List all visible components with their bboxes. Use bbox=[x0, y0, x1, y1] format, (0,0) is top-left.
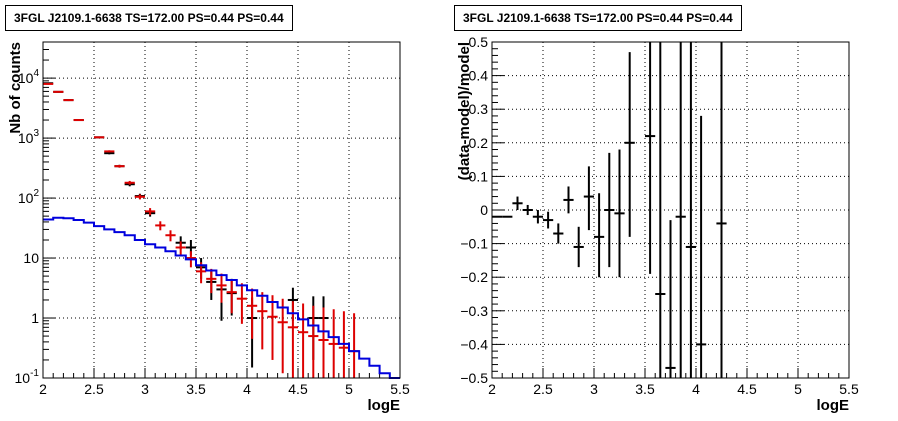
x-tick-label: 5 bbox=[794, 381, 802, 397]
y-tick-label: 102 bbox=[18, 188, 40, 206]
y-tick-label: 10-1 bbox=[15, 368, 40, 386]
y-tick-label: 0 bbox=[480, 202, 488, 218]
x-tick-label: 3.5 bbox=[186, 381, 206, 397]
chart-title: 3FGL J2109.1-6638 TS=172.00 PS=0.44 PS=0… bbox=[454, 5, 742, 31]
model-step-line bbox=[43, 216, 400, 379]
plot-frame bbox=[42, 41, 401, 379]
x-tick-label: 2.5 bbox=[533, 381, 553, 397]
x-tick-label: 4.5 bbox=[288, 381, 308, 397]
y-axis-label: Nb of counts bbox=[7, 42, 24, 134]
y-tick-label: −0.1 bbox=[460, 236, 488, 252]
y-tick-label: 0.3 bbox=[469, 101, 489, 117]
right-chart-panel: 2 2.5 3 3.5 4 4.5 5 5.5 −0.5 −0.4 −0.3 −0.2 −0.1 0 0.1… bbox=[449, 0, 898, 421]
x-tick-label: 5.5 bbox=[390, 381, 410, 397]
y-tick-label: 0.2 bbox=[469, 135, 489, 151]
y-tick-label: 0.5 bbox=[469, 34, 489, 50]
y-tick-label: 0.4 bbox=[469, 68, 489, 84]
x-tick-label: 3 bbox=[141, 381, 149, 397]
x-tick-label: 2.5 bbox=[84, 381, 104, 397]
y-tick-label: −0.5 bbox=[460, 370, 488, 386]
x-tick-label: 5 bbox=[345, 381, 353, 397]
x-tick-label: 2 bbox=[39, 381, 47, 397]
y-tick-label: 10 bbox=[23, 250, 39, 266]
y-tick-label: −0.4 bbox=[460, 336, 488, 352]
left-chart-panel: 2 2.5 3 3.5 4 4.5 5 5.5 10-1 1 10 102 103 104 logE Nb o… bbox=[5, 5, 410, 414]
y-tick-label: −0.2 bbox=[460, 269, 488, 285]
x-tick-label: 3 bbox=[590, 381, 598, 397]
x-tick-label: 5.5 bbox=[839, 381, 859, 397]
x-axis-label: logE bbox=[368, 397, 401, 414]
x-tick-label: 4.5 bbox=[737, 381, 757, 397]
y-axis-label: (data-model)/model bbox=[456, 42, 473, 180]
y-tick-label: −0.3 bbox=[460, 303, 488, 319]
x-tick-label: 3.5 bbox=[635, 381, 655, 397]
plot-border bbox=[42, 41, 401, 379]
y-tick-label: 1 bbox=[31, 310, 39, 326]
x-axis-label: logE bbox=[817, 397, 850, 414]
plot-border bbox=[491, 41, 850, 379]
x-tick-label: 4 bbox=[243, 381, 251, 397]
x-tick-label: 4 bbox=[692, 381, 700, 397]
residual-chart: 2 2.5 3 3.5 4 4.5 5 5.5 −0.5 −0.4 −0.3 −0.2 −0.1 0 0.1… bbox=[456, 34, 859, 414]
y-tick-label: 0.1 bbox=[469, 168, 489, 184]
chart-title: 3FGL J2109.1-6638 TS=172.00 PS=0.44 PS=0… bbox=[5, 5, 293, 31]
x-tick-label: 2 bbox=[488, 381, 496, 397]
